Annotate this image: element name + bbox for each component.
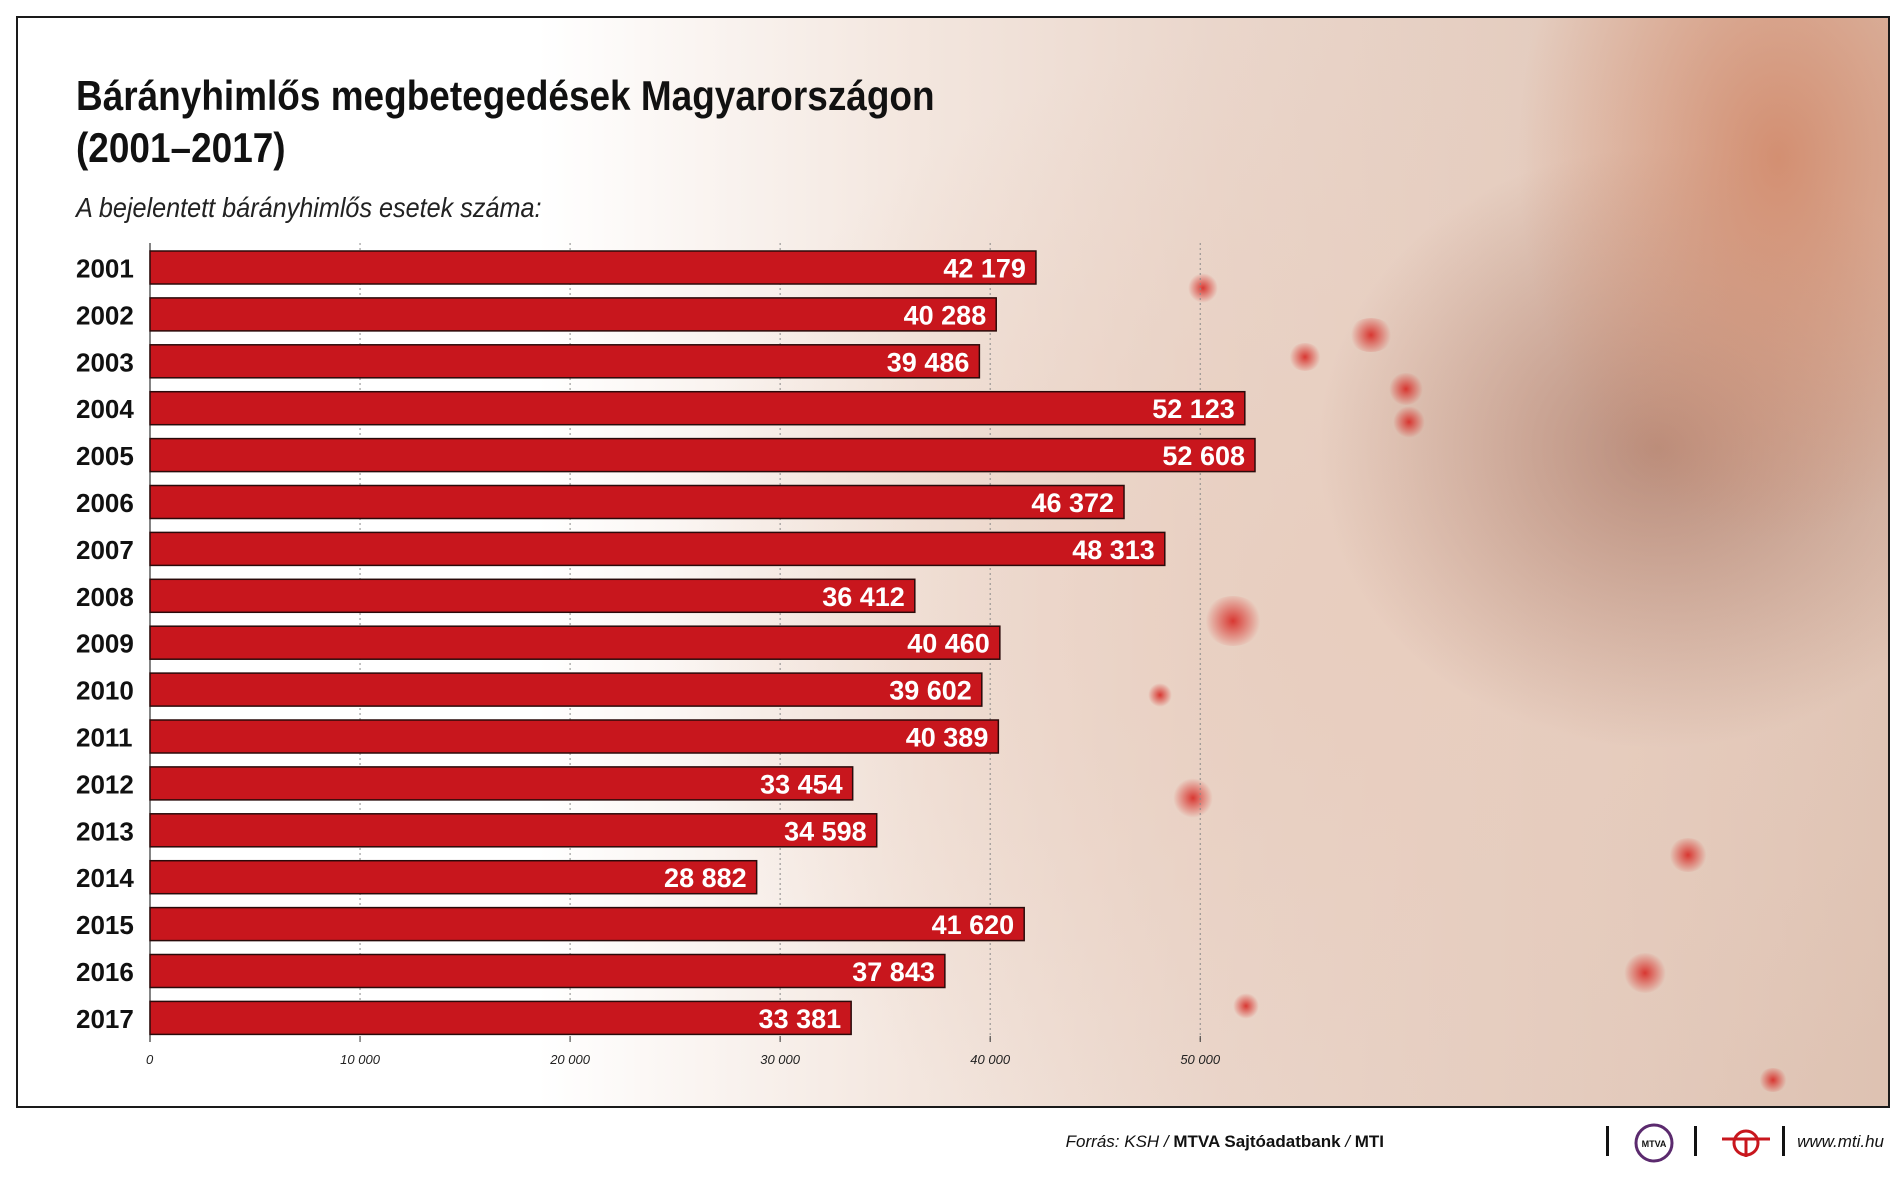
category-label: 2003 xyxy=(76,347,134,377)
rash-spot xyxy=(1233,993,1259,1019)
bar xyxy=(149,719,1000,754)
category-label: 2002 xyxy=(76,300,134,330)
category-label: 2004 xyxy=(76,394,134,424)
source-credit: Forrás: KSH / MTVA Sajtóadatbank / MTI xyxy=(1066,1132,1384,1152)
bar xyxy=(149,484,1125,520)
bar xyxy=(149,578,916,614)
bar-value-label: 39 486 xyxy=(887,347,970,377)
x-tick-label: 30 000 xyxy=(760,1052,801,1067)
category-label: 2008 xyxy=(76,582,134,612)
rash-spot xyxy=(1393,406,1425,438)
footer: Forrás: KSH / MTVA Sajtóadatbank / MTI M… xyxy=(0,1104,1904,1178)
infographic-frame: Bárányhimlős megbetegedések Magyarország… xyxy=(16,16,1890,1108)
mtva-logo-text: MTVA xyxy=(1642,1139,1667,1149)
bar-value-label: 39 602 xyxy=(889,676,972,706)
x-tick-label: 0 xyxy=(146,1052,154,1067)
x-tick-label: 20 000 xyxy=(549,1052,591,1067)
bar xyxy=(149,390,1246,426)
category-label: 2017 xyxy=(76,1004,134,1034)
bar-value-label: 40 460 xyxy=(907,629,990,659)
chart-subtitle: A bejelentett bárányhimlős esetek száma: xyxy=(76,192,542,223)
rash-spot xyxy=(1288,343,1322,371)
rash-spot xyxy=(1388,373,1424,405)
source-separator: / xyxy=(1340,1132,1355,1151)
bar xyxy=(149,344,981,379)
rash-spot xyxy=(1173,778,1213,818)
bar-value-label: 28 882 xyxy=(664,863,747,893)
bar-value-label: 52 123 xyxy=(1152,394,1235,424)
bar xyxy=(149,250,1037,285)
bar-value-label: 40 389 xyxy=(906,723,989,753)
x-tick-label: 40 000 xyxy=(970,1052,1011,1067)
bar-value-label: 42 179 xyxy=(943,254,1026,284)
bar xyxy=(149,531,1166,567)
footer-divider xyxy=(1782,1126,1785,1156)
rash-spot xyxy=(1758,1068,1788,1092)
bar-value-label: 46 372 xyxy=(1031,488,1114,518)
bar xyxy=(149,906,1025,942)
source-bank: MTVA Sajtóadatbank xyxy=(1173,1132,1341,1151)
bar xyxy=(149,437,1256,473)
category-label: 2015 xyxy=(76,910,134,940)
bar-value-label: 52 608 xyxy=(1162,441,1245,471)
category-label: 2007 xyxy=(76,535,134,565)
category-label: 2009 xyxy=(76,629,134,659)
category-label: 2010 xyxy=(76,676,134,706)
bar xyxy=(149,1000,852,1036)
rash-spot xyxy=(1623,953,1667,993)
bar-value-label: 33 381 xyxy=(759,1004,842,1034)
bar-value-label: 36 412 xyxy=(822,582,905,612)
bar-chart: 42 179 2001 40 288 2002 39 486 2003 52 123 2004… xyxy=(76,243,1256,1067)
title-line-2: (2001–2017) xyxy=(76,124,286,171)
source-prefix: Forrás: KSH / xyxy=(1065,1132,1174,1151)
category-label: 2012 xyxy=(76,769,134,799)
bar xyxy=(149,297,997,332)
category-label: 2013 xyxy=(76,816,134,846)
bar xyxy=(149,859,758,895)
category-label: 2005 xyxy=(76,441,134,471)
bar-value-label: 48 313 xyxy=(1072,535,1155,565)
category-label: 2016 xyxy=(76,957,134,987)
bar xyxy=(149,625,1001,660)
rash-spot xyxy=(1188,273,1218,303)
category-label: 2011 xyxy=(76,723,132,753)
footer-divider xyxy=(1606,1126,1609,1156)
category-label: 2001 xyxy=(76,254,134,284)
bar xyxy=(149,766,854,801)
category-label: 2006 xyxy=(76,488,134,518)
bar-value-label: 41 620 xyxy=(932,910,1015,940)
website-url[interactable]: www.mti.hu xyxy=(1797,1132,1884,1151)
mti-logo-icon xyxy=(1722,1129,1770,1157)
footer-divider xyxy=(1694,1126,1697,1156)
source-mti: MTI xyxy=(1354,1132,1384,1151)
bar-value-label: 40 288 xyxy=(904,300,987,330)
bar-value-label: 34 598 xyxy=(784,816,867,846)
category-label: 2014 xyxy=(76,863,134,893)
rash-spot xyxy=(1348,318,1394,352)
bar-value-label: 33 454 xyxy=(760,769,843,799)
bar xyxy=(149,813,878,848)
bar xyxy=(149,672,983,707)
rash-spot xyxy=(1148,683,1172,707)
rash-spot xyxy=(1203,596,1263,646)
mtva-logo-icon: MTVA xyxy=(1634,1123,1674,1163)
x-tick-label: 50 000 xyxy=(1180,1052,1221,1067)
rash-spot xyxy=(1668,838,1708,872)
title-line-1: Bárányhimlős megbetegedések Magyarország… xyxy=(76,72,935,119)
x-tick-label: 10 000 xyxy=(340,1052,381,1067)
bar xyxy=(149,953,946,989)
bar-value-label: 37 843 xyxy=(852,957,935,987)
chart-title: Bárányhimlős megbetegedések Magyarország… xyxy=(76,70,935,174)
